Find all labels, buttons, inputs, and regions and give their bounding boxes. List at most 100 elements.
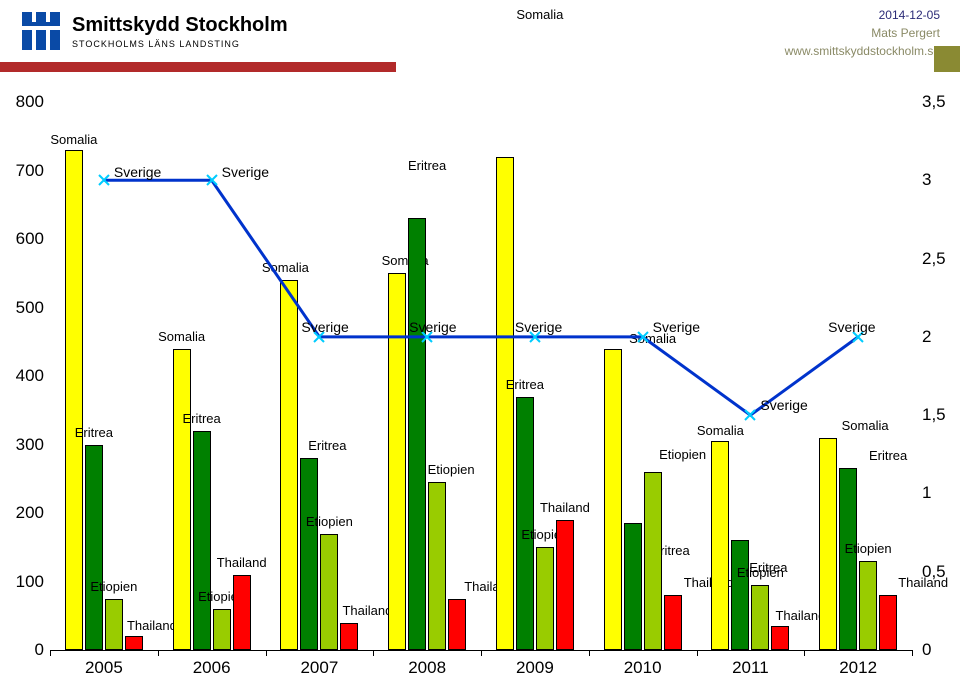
- bar-somalia: [496, 157, 514, 650]
- bar-somalia: [280, 280, 298, 650]
- header-red-bar: [0, 62, 396, 72]
- bar-eritrea: [624, 523, 642, 650]
- logo-title: Smittskydd Stockholm: [72, 14, 288, 37]
- bar-thailand: [556, 520, 574, 650]
- sverige-label: Sverige: [760, 397, 807, 413]
- bar-eritrea: [300, 458, 318, 650]
- y-left-tick-label: 800: [16, 92, 44, 112]
- sverige-label: Sverige: [222, 164, 269, 180]
- bar-thailand: [771, 626, 789, 650]
- bar-thailand: [233, 575, 251, 650]
- x-tick-label: 2005: [85, 658, 123, 678]
- bar-label-eritrea: Eritrea: [408, 158, 446, 173]
- bar-somalia: [711, 441, 729, 650]
- x-tick-label: 2012: [839, 658, 877, 678]
- bar-label-thailand: Thailand: [775, 608, 825, 623]
- combo-chart: 0100200300400500600700800 00,511,522,533…: [0, 90, 960, 684]
- bar-label-etiopien: Etiopien: [90, 579, 137, 594]
- bar-label-somalia: Somalia: [516, 7, 563, 22]
- x-tick-label: 2007: [300, 658, 338, 678]
- header-date: 2014-12-05: [785, 6, 940, 24]
- bar-label-eritrea: Eritrea: [506, 377, 544, 392]
- y-right-tick-label: 2: [922, 327, 931, 347]
- bar-label-etiopien: Etiopien: [737, 565, 784, 580]
- bar-thailand: [664, 595, 682, 650]
- y-left-tick-label: 600: [16, 229, 44, 249]
- sverige-label: Sverige: [828, 319, 875, 335]
- bar-somalia: [65, 150, 83, 650]
- header-url: www.smittskyddstockholm.se: [785, 42, 940, 60]
- y-left-tick-label: 400: [16, 366, 44, 386]
- logo-area: Smittskydd Stockholm STOCKHOLMS LÄNS LAN…: [18, 8, 288, 54]
- x-tick-label: 2010: [624, 658, 662, 678]
- bar-eritrea: [516, 397, 534, 650]
- bar-label-somalia: Somalia: [262, 260, 309, 275]
- y-right-tick-label: 0: [922, 640, 931, 660]
- bar-label-eritrea: Eritrea: [869, 448, 907, 463]
- logo-icon: [18, 8, 64, 54]
- y-left-tick-label: 700: [16, 161, 44, 181]
- header-author: Mats Pergert: [785, 24, 940, 42]
- bar-label-eritrea: Eritrea: [182, 411, 220, 426]
- bar-etiopien: [213, 609, 231, 650]
- sverige-marker: [743, 408, 757, 422]
- y-left-tick-label: 200: [16, 503, 44, 523]
- bar-etiopien: [320, 534, 338, 650]
- x-tick-label: 2008: [408, 658, 446, 678]
- y-right-tick-label: 1,5: [922, 405, 946, 425]
- bar-etiopien: [536, 547, 554, 650]
- sverige-label: Sverige: [301, 319, 348, 335]
- bar-thailand: [448, 599, 466, 650]
- y-right-tick-label: 3,5: [922, 92, 946, 112]
- bar-thailand: [340, 623, 358, 650]
- logo-subtitle: STOCKHOLMS LÄNS LANDSTING: [72, 39, 288, 49]
- x-tick-label: 2009: [516, 658, 554, 678]
- sverige-label: Sverige: [114, 164, 161, 180]
- sverige-marker: [97, 173, 111, 187]
- bar-eritrea: [193, 431, 211, 650]
- bar-label-etiopien: Etiopien: [845, 541, 892, 556]
- bar-eritrea: [85, 445, 103, 651]
- sverige-label: Sverige: [515, 319, 562, 335]
- sverige-marker: [205, 173, 219, 187]
- bar-eritrea: [839, 468, 857, 650]
- bar-eritrea: [408, 218, 426, 650]
- y-left-tick-label: 0: [35, 640, 44, 660]
- bar-thailand: [125, 636, 143, 650]
- bar-label-somalia: Somalia: [158, 329, 205, 344]
- bar-label-somalia: Somalia: [697, 423, 744, 438]
- bar-label-thailand: Thailand: [898, 575, 948, 590]
- bar-somalia: [388, 273, 406, 650]
- bar-etiopien: [859, 561, 877, 650]
- y-left-tick-label: 100: [16, 572, 44, 592]
- header-accent-square: [934, 46, 960, 72]
- sverige-label: Sverige: [409, 319, 456, 335]
- bar-label-etiopien: Etiopien: [306, 514, 353, 529]
- header: Smittskydd Stockholm STOCKHOLMS LÄNS LAN…: [0, 0, 960, 72]
- bar-etiopien: [428, 482, 446, 650]
- bar-label-etiopien: Etiopien: [659, 447, 706, 462]
- y-right-tick-label: 1: [922, 483, 931, 503]
- y-left-tick-label: 300: [16, 435, 44, 455]
- x-tick-label: 2011: [732, 658, 769, 678]
- bar-etiopien: [751, 585, 769, 650]
- bar-label-eritrea: Eritrea: [308, 438, 346, 453]
- sverige-marker: [636, 330, 650, 344]
- bar-somalia: [819, 438, 837, 650]
- bar-thailand: [879, 595, 897, 650]
- bar-label-thailand: Thailand: [127, 618, 177, 633]
- bar-label-eritrea: Eritrea: [75, 425, 113, 440]
- bar-etiopien: [105, 599, 123, 650]
- y-left-tick-label: 500: [16, 298, 44, 318]
- bar-eritrea: [731, 540, 749, 650]
- x-tick-label: 2006: [193, 658, 231, 678]
- sverige-label: Sverige: [653, 319, 700, 335]
- header-meta: 2014-12-05 Mats Pergert www.smittskyddst…: [785, 6, 940, 60]
- bar-label-thailand: Thailand: [540, 500, 590, 515]
- bar-label-somalia: Somalia: [842, 418, 889, 433]
- y-right-tick-label: 2,5: [922, 249, 946, 269]
- bar-label-etiopien: Etiopien: [428, 462, 475, 477]
- bar-etiopien: [644, 472, 662, 650]
- bar-label-somalia: Somalia: [50, 132, 97, 147]
- y-right-tick-label: 3: [922, 170, 931, 190]
